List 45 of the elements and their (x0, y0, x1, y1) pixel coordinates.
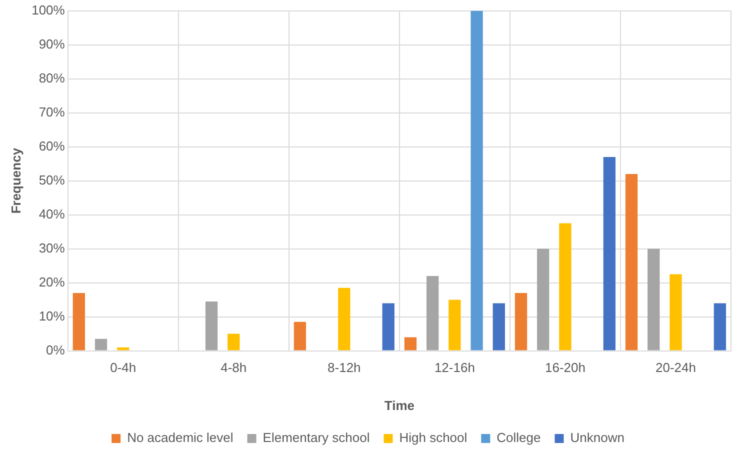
bar (72, 293, 85, 350)
legend-label: High school (399, 430, 468, 446)
y-tick-label: 60% (38, 138, 66, 154)
bar (382, 303, 394, 350)
y-tick-label: 10% (38, 308, 66, 324)
bar (404, 337, 417, 350)
bar (492, 303, 505, 350)
bar (426, 276, 439, 350)
x-axis-title: Time (384, 398, 414, 413)
bar (603, 157, 616, 350)
legend-label: College (496, 430, 541, 446)
y-tick-label: 90% (38, 36, 66, 52)
legend-label: Elementary school (262, 430, 370, 446)
bar (714, 303, 726, 350)
bar (338, 288, 350, 350)
y-tick-label: 100% (32, 2, 66, 18)
bar (625, 174, 638, 350)
y-tick-label: 70% (38, 104, 66, 120)
bar (470, 10, 483, 350)
x-tick-label: 20-24h (655, 360, 696, 376)
bar (514, 293, 528, 350)
legend-label: No academic level (127, 430, 234, 446)
x-tick-label: 8-12h (328, 360, 361, 376)
legend-label: Unknown (570, 430, 624, 446)
x-tick-label: 12-16h (434, 360, 475, 376)
bar (205, 302, 218, 350)
bar (94, 338, 108, 350)
y-tick-label: 50% (38, 172, 66, 188)
bar (294, 322, 306, 350)
y-axis-title: Frequency (8, 147, 24, 214)
bar (559, 223, 572, 350)
y-tick-label: 30% (38, 240, 66, 256)
y-tick-label: 80% (38, 70, 66, 86)
x-tick-label: 4-8h (220, 360, 247, 376)
y-tick-label: 40% (38, 206, 66, 222)
x-tick-label: 16-20h (544, 360, 586, 376)
x-tick-label: 0-4h (110, 360, 136, 376)
y-tick-label: 20% (38, 274, 66, 290)
bar (537, 248, 550, 350)
bar (448, 300, 461, 350)
bar (670, 274, 682, 350)
bar (648, 248, 660, 350)
bar (117, 347, 130, 350)
bar (228, 334, 240, 350)
y-tick-label: 0% (46, 342, 66, 358)
